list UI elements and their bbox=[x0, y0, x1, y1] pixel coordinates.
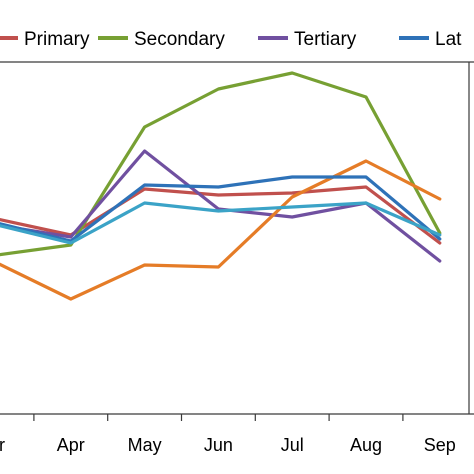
legend-label: Lat bbox=[435, 29, 462, 50]
legend: Primary Secondary Tertiary Lat bbox=[0, 29, 462, 50]
series-line-unnamed-5 bbox=[0, 201, 442, 245]
series-line-lat bbox=[0, 159, 442, 301]
x-tick-label: Jun bbox=[204, 435, 233, 455]
x-tick-label: Apr bbox=[57, 435, 85, 455]
x-tick-label: Aug bbox=[350, 435, 382, 455]
series-line-secondary bbox=[0, 71, 442, 257]
legend-label: Primary bbox=[24, 29, 90, 50]
x-tick-labels: ar Apr May Jun Jul Aug Sep bbox=[0, 435, 456, 455]
legend-label: Secondary bbox=[134, 29, 225, 50]
x-tick-label: May bbox=[128, 435, 162, 455]
axes bbox=[0, 61, 474, 421]
series-line-unnamed-4 bbox=[0, 175, 442, 243]
series-layer bbox=[0, 71, 442, 301]
legend-label: Tertiary bbox=[294, 29, 357, 50]
x-tick-label: Jul bbox=[281, 435, 304, 455]
x-tick-label: ar bbox=[0, 435, 5, 455]
x-tick-label: Sep bbox=[424, 435, 456, 455]
